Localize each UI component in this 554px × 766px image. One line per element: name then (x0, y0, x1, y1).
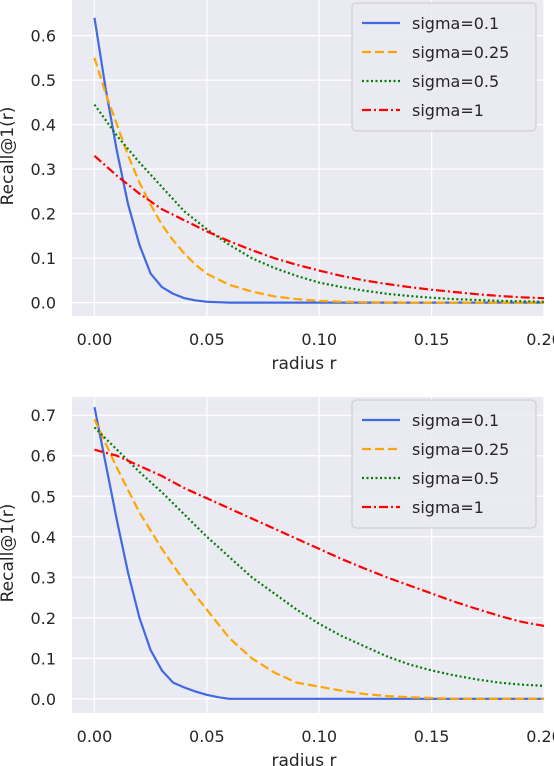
x-tick-label: 0.10 (301, 727, 337, 746)
legend-label: sigma=0.1 (412, 14, 499, 33)
x-tick-label: 0.05 (189, 727, 225, 746)
series-line-sigma-0-5 (93, 426, 544, 687)
y-tick-label: 0.7 (31, 406, 56, 425)
chart-panel-1: 0.0 0.1 0.2 0.3 0.4 0.5 0.6 0.00 0.05 0.10 0.15 0.2… (0, 0, 554, 374)
x-axis-label: radius r (272, 354, 337, 374)
legend: sigma=0.1 sigma=0.25 sigma=0.5 sigma=1 (351, 2, 537, 132)
x-tick-label: 0.00 (77, 330, 113, 349)
y-tick-label: 0.4 (31, 116, 56, 135)
legend-label: sigma=0.1 (412, 411, 499, 430)
legend-label: sigma=0.25 (412, 440, 509, 459)
x-tick-label: 0.05 (189, 330, 225, 349)
y-tick-label: 0.0 (31, 690, 56, 709)
x-axis-label: radius r (272, 751, 337, 766)
y-tick-label: 0.2 (31, 609, 56, 628)
legend-box (351, 399, 537, 529)
y-axis-label: Recall@1(r) (0, 504, 18, 603)
y-tick-label: 0.6 (31, 27, 56, 46)
y-tick-label: 0.1 (31, 249, 56, 268)
y-tick-label: 0.3 (31, 160, 56, 179)
y-tick-label: 0.5 (31, 487, 56, 506)
x-tick-label: 0.15 (414, 727, 450, 746)
legend-label: sigma=1 (412, 101, 484, 120)
y-tick-label: 0.1 (31, 649, 56, 668)
legend: sigma=0.1 sigma=0.25 sigma=0.5 sigma=1 (351, 399, 537, 529)
legend-label: sigma=0.5 (412, 469, 499, 488)
series-line-sigma-1 (93, 154, 544, 300)
x-tick-label: 0.10 (301, 330, 337, 349)
y-tick-label: 0.3 (31, 568, 56, 587)
series-line-sigma-0-25 (93, 57, 544, 304)
x-tick-label: 0.00 (77, 727, 113, 746)
y-tick-label: 0.5 (31, 71, 56, 90)
y-tick-label: 0.0 (31, 294, 56, 313)
chart-panel-2: 0.0 0.1 0.2 0.3 0.4 0.5 0.6 0.7 0.00 0.05 0.10 0.15… (0, 397, 554, 766)
y-tick-label: 0.4 (31, 528, 56, 547)
y-axis-label: Recall@1(r) (0, 107, 18, 206)
series-line-sigma-0-5 (93, 103, 544, 303)
series-lines (93, 406, 544, 700)
y-tick-label: 0.6 (31, 447, 56, 466)
x-tick-label: 0.15 (414, 330, 450, 349)
series-lines (93, 17, 544, 304)
legend-box (351, 2, 537, 132)
legend-label: sigma=0.25 (412, 43, 509, 62)
series-line-sigma-0-1 (93, 406, 544, 700)
y-tick-label: 0.2 (31, 205, 56, 224)
series-line-sigma-1 (94, 448, 544, 627)
series-line-sigma-0-25 (93, 418, 544, 700)
legend-label: sigma=0.5 (412, 72, 499, 91)
legend-label: sigma=1 (412, 498, 484, 517)
x-tick-label: 0.20 (526, 727, 554, 746)
x-tick-label: 0.20 (526, 330, 554, 349)
